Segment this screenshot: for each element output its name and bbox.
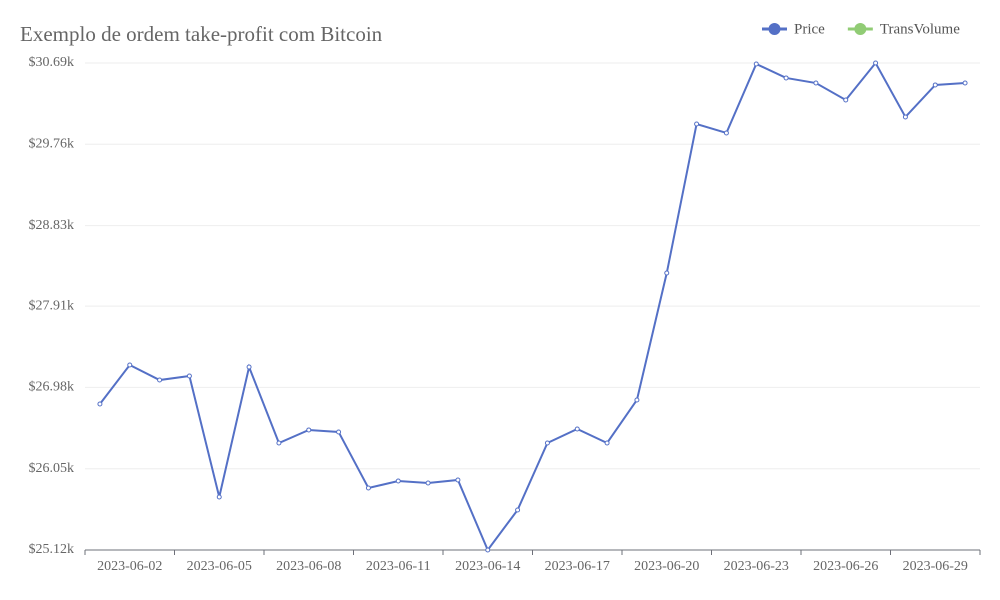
x-tick-label: 2023-06-17 xyxy=(545,559,610,574)
chart-title: Exemplo de ordem take-profit com Bitcoin xyxy=(20,22,383,46)
data-point xyxy=(216,494,222,500)
y-tick-label: $25.12k xyxy=(29,542,75,557)
y-tick-label: $30.69k xyxy=(29,55,75,70)
data-point xyxy=(723,130,729,136)
price-line xyxy=(99,61,966,552)
y-tick-label: $26.05k xyxy=(29,461,75,476)
data-point xyxy=(515,507,521,513)
data-point xyxy=(97,401,103,407)
data-point xyxy=(306,427,312,433)
data-point xyxy=(544,440,550,446)
x-tick-label: 2023-06-05 xyxy=(187,559,252,574)
data-point xyxy=(157,377,163,383)
x-tick-label: 2023-06-11 xyxy=(366,559,431,574)
data-point xyxy=(902,114,908,120)
x-tick-label: 2023-06-26 xyxy=(813,559,878,574)
x-tick-label: 2023-06-20 xyxy=(634,559,699,574)
data-point xyxy=(753,61,759,67)
legend-label: Price xyxy=(794,21,825,37)
legend-label: TransVolume xyxy=(880,21,960,37)
x-tick-label: 2023-06-29 xyxy=(903,559,968,574)
data-point xyxy=(962,80,968,86)
y-tick-label: $26.98k xyxy=(29,380,75,395)
data-point xyxy=(276,440,282,446)
y-tick-label: $29.76k xyxy=(29,137,75,152)
legend-marker xyxy=(768,23,781,35)
data-point xyxy=(694,121,700,127)
data-point xyxy=(664,270,670,276)
data-point xyxy=(186,373,192,379)
x-tick-label: 2023-06-23 xyxy=(724,559,789,574)
data-point xyxy=(425,480,431,486)
y-tick-label: $27.91k xyxy=(29,298,75,313)
data-point xyxy=(813,80,819,86)
data-point xyxy=(365,485,371,491)
x-tick-label: 2023-06-14 xyxy=(455,559,520,574)
data-point xyxy=(843,97,849,103)
data-point xyxy=(634,397,640,403)
x-tick-label: 2023-06-02 xyxy=(97,559,162,574)
data-point xyxy=(455,477,461,483)
data-point xyxy=(246,364,252,370)
data-point xyxy=(395,478,401,484)
data-point xyxy=(485,547,491,553)
data-point xyxy=(336,429,342,435)
data-point xyxy=(604,440,610,446)
legend-marker xyxy=(854,23,867,35)
x-tick-label: 2023-06-08 xyxy=(276,559,341,574)
y-tick-label: $28.83k xyxy=(29,218,75,233)
data-point xyxy=(127,362,133,368)
data-point xyxy=(873,60,879,66)
data-point xyxy=(932,82,938,88)
data-point xyxy=(783,75,789,81)
data-point xyxy=(574,426,580,432)
